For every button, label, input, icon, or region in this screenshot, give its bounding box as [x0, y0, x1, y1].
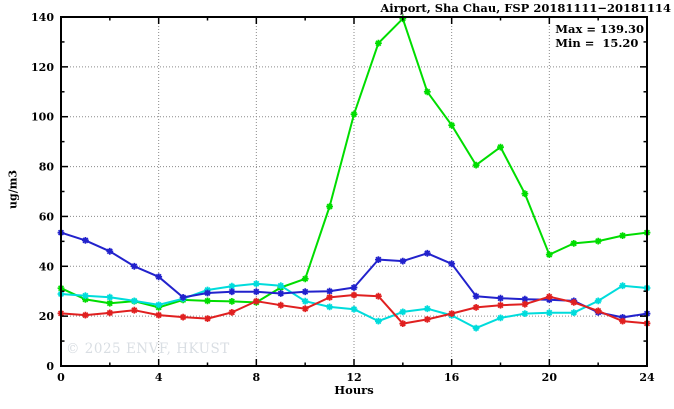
y-tick-label: 80 — [39, 161, 55, 174]
y-tick-label: 60 — [39, 210, 55, 223]
x-tick-label: 12 — [346, 371, 361, 384]
stats-box: Max = 139.30 Min = 15.20 — [555, 22, 644, 50]
stats-min-line: Min = 15.20 — [555, 36, 639, 50]
y-tick-label: 40 — [39, 260, 55, 273]
y-tick-label: 20 — [39, 310, 55, 323]
y-tick-label: 120 — [31, 61, 54, 74]
page-title: Airport, Sha Chau, FSP 20181111−20181114 — [380, 1, 671, 15]
y-axis-label: ug/m3 — [6, 170, 20, 209]
x-tick-label: 8 — [253, 371, 261, 384]
y-tick-label: 0 — [46, 360, 54, 373]
x-tick-label: 0 — [57, 371, 65, 384]
stats-max-line: Max = 139.30 — [555, 22, 644, 36]
x-tick-label: 16 — [444, 371, 460, 384]
x-tick-label: 20 — [542, 371, 558, 384]
watermark: © 2025 ENVF, HKUST — [66, 341, 230, 357]
y-tick-label: 140 — [31, 11, 54, 24]
x-axis-label: Hours — [334, 383, 374, 397]
x-tick-label: 4 — [155, 371, 163, 384]
y-tick-label: 100 — [31, 111, 54, 124]
x-tick-label: 24 — [639, 371, 655, 384]
